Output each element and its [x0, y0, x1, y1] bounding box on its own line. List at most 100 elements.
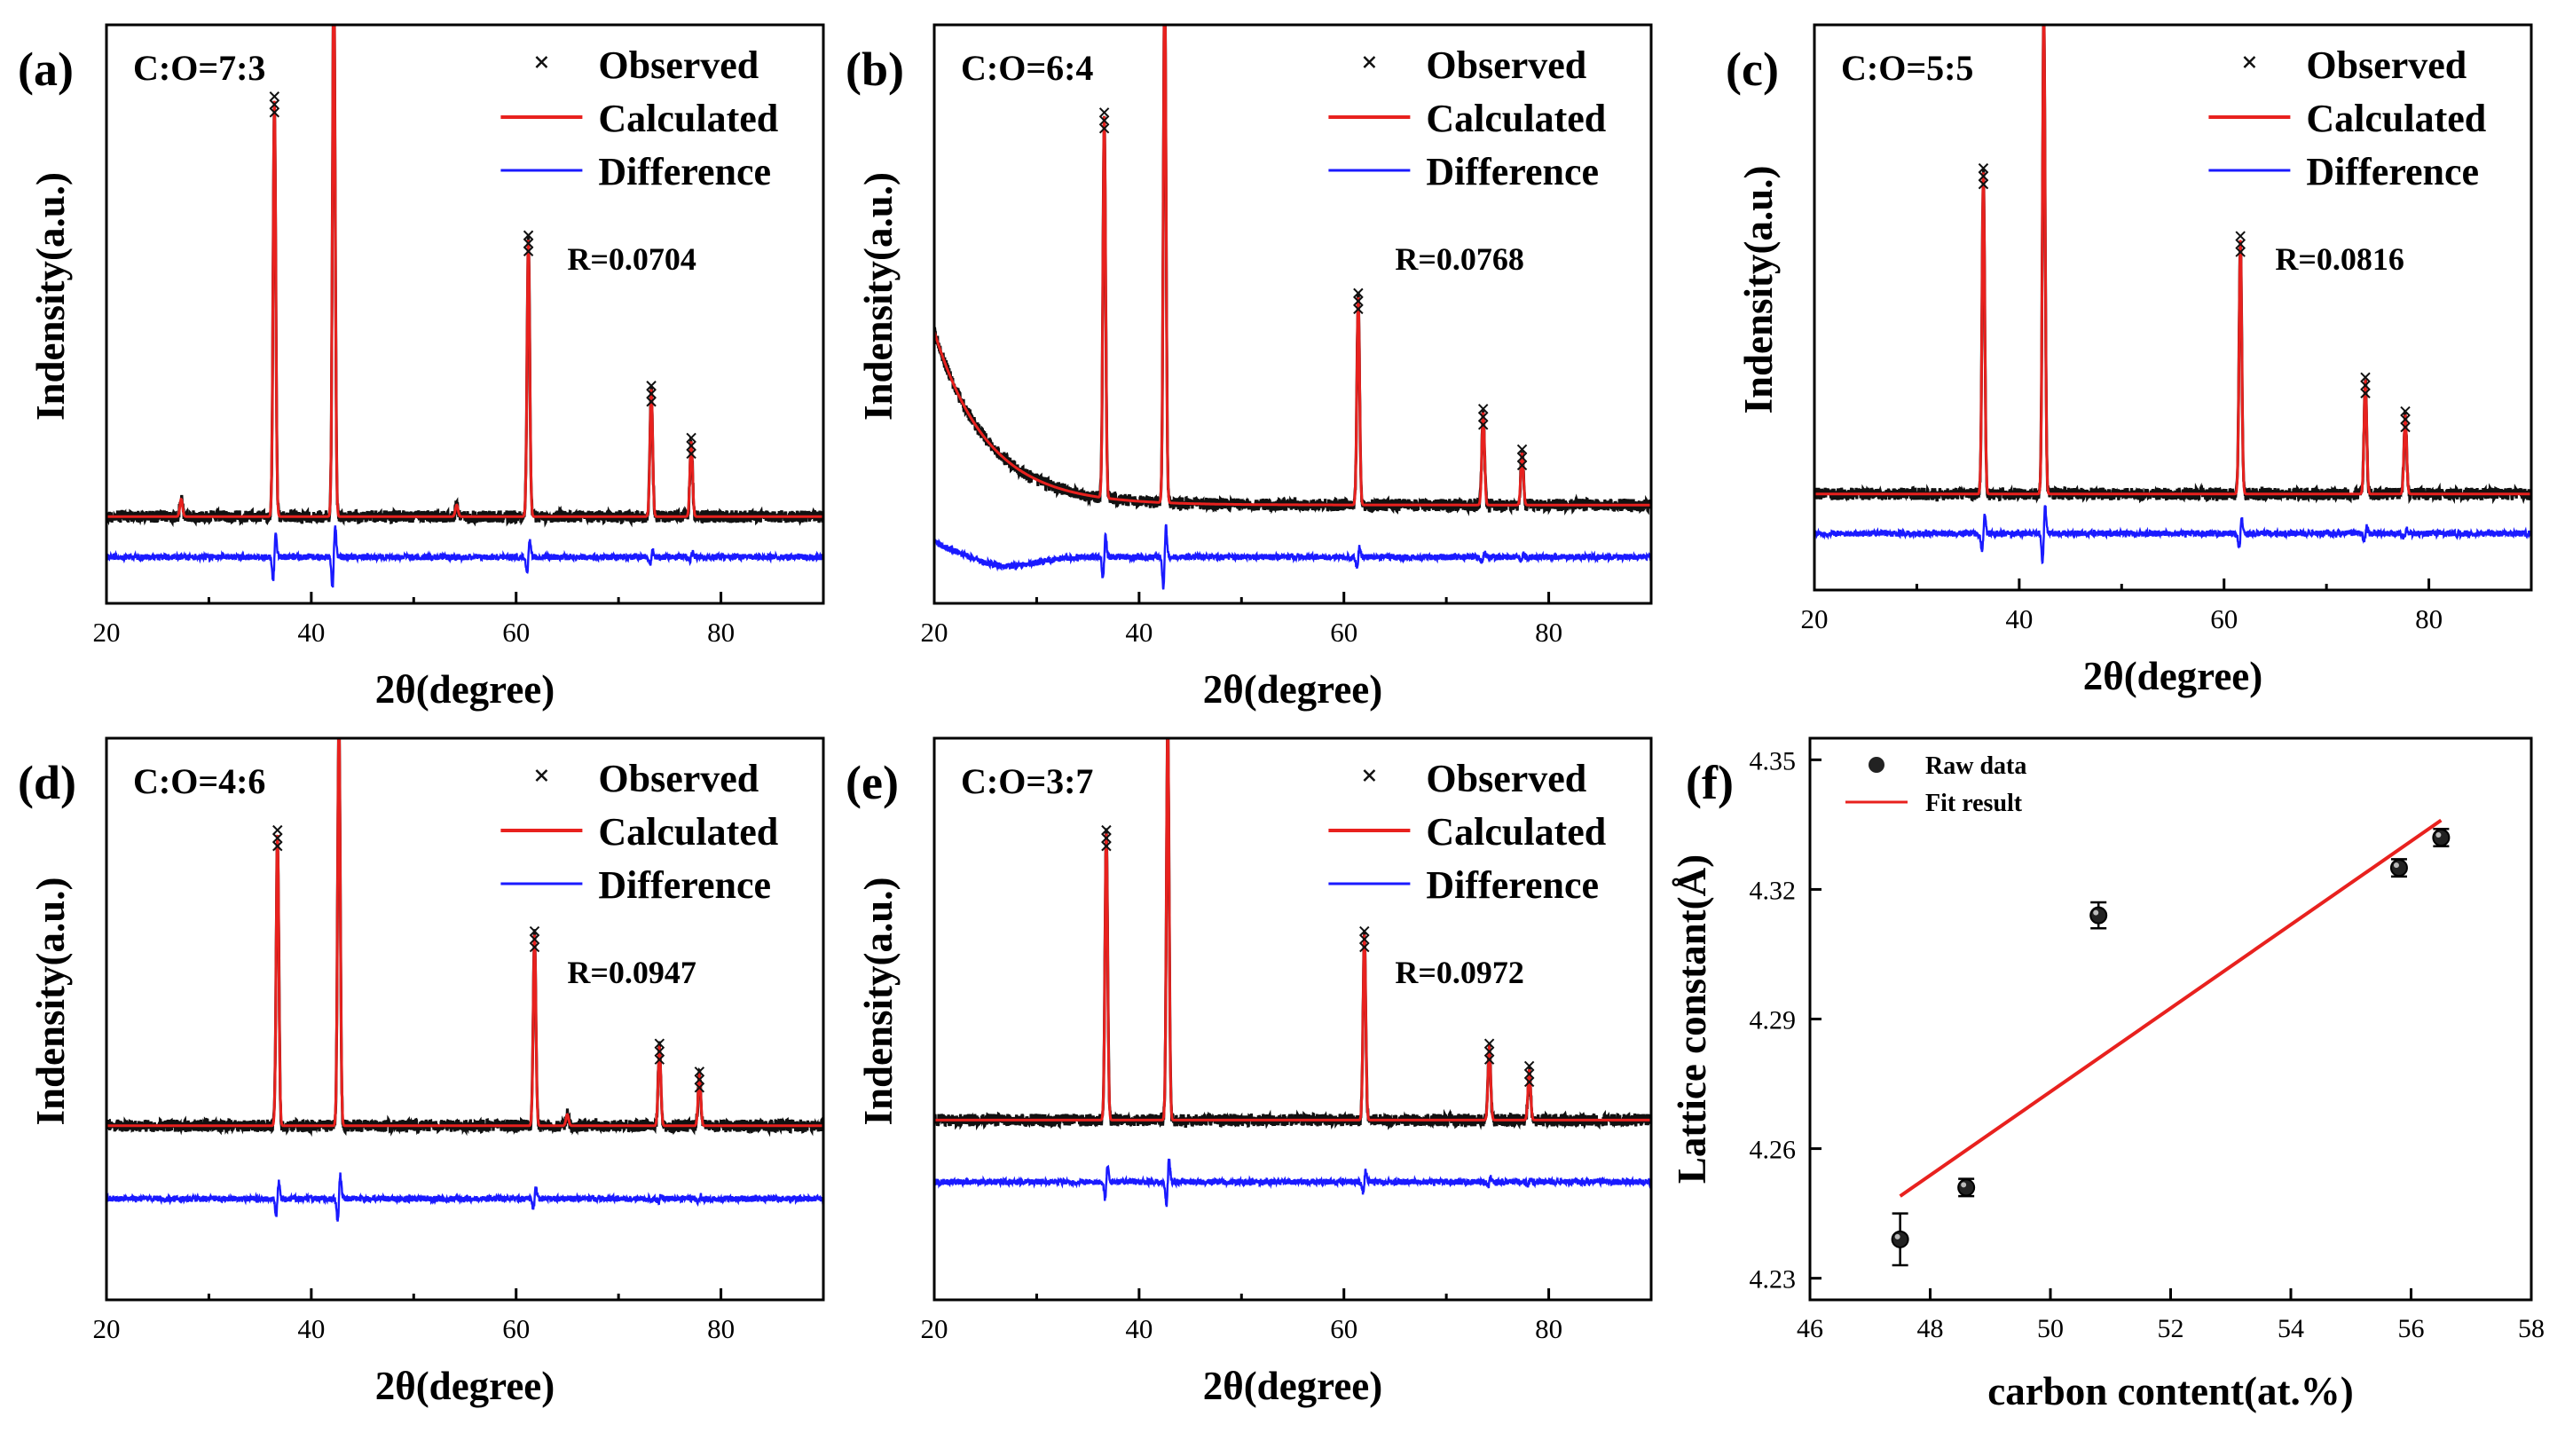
legend-difference: Difference — [1426, 863, 1599, 907]
observed-marker — [2400, 421, 2411, 433]
x-tick-label: 58 — [2518, 1314, 2545, 1343]
x-tick-label: 80 — [1535, 1313, 1562, 1344]
legend-difference: Difference — [2306, 150, 2479, 193]
legend-marker-observed — [535, 769, 548, 782]
panel-e: 20 40 60 80 2θ(degree) Indensity(a.u.) (e) C:O=… — [846, 721, 1653, 1408]
legend-observed: Observed — [2306, 43, 2467, 87]
observed-marker — [1978, 162, 1989, 174]
difference-series — [934, 523, 1651, 590]
calculated-series — [934, 738, 1651, 1122]
x-tick-label: 50 — [2037, 1314, 2064, 1343]
plot-frame — [1813, 23, 2533, 592]
x-tick-label: 60 — [1330, 1313, 1357, 1344]
data-point-highlight — [1961, 1182, 1967, 1188]
y-tick-label: 4.32 — [1750, 876, 1797, 905]
x-tick-label: 54 — [2278, 1314, 2304, 1343]
y-axis-label: Indensity(a.u.) — [1736, 165, 1781, 413]
legend-marker-observed — [535, 56, 548, 68]
data-point-highlight — [2435, 831, 2442, 838]
plot-frame — [1808, 736, 2533, 1302]
observed-marker — [694, 1082, 705, 1093]
legend-calculated: Calculated — [598, 97, 778, 140]
observed-marker — [1101, 840, 1112, 852]
difference-series — [934, 1158, 1651, 1208]
plot-area — [106, 708, 823, 1222]
legend-calculated: Calculated — [598, 810, 778, 854]
legend-calculated: Calculated — [2306, 97, 2486, 140]
plot-area — [1814, 8, 2531, 565]
legend-difference: Difference — [1426, 150, 1599, 193]
data-point — [2432, 828, 2451, 846]
x-axis-label: 2θ(degree) — [1203, 667, 1383, 712]
x-tick-label: 80 — [1535, 617, 1562, 648]
r-factor-label: R=0.0972 — [1395, 955, 1524, 990]
observed-marker — [1163, 721, 1172, 730]
observed-marker — [654, 1054, 665, 1065]
difference-series — [1814, 505, 2531, 565]
observed-marker — [646, 381, 657, 391]
x-axis-label: carbon content(at.%) — [1987, 1369, 2353, 1413]
observed-marker — [1516, 452, 1528, 463]
y-axis-label: Indensity(a.u.) — [856, 172, 901, 421]
observed-marker — [1359, 933, 1370, 945]
x-tick-label: 20 — [93, 1313, 121, 1344]
y-axis-label: Indensity(a.u.) — [28, 877, 73, 1125]
observed-marker — [1978, 170, 1989, 182]
observed-marker — [1483, 1054, 1495, 1065]
y-axis-label: Indensity(a.u.) — [28, 172, 73, 421]
calculated-series — [1814, 25, 2531, 496]
panel-c: 20 40 60 80 2θ(degree) Indensity(a.u.) (c) C:O=… — [1726, 8, 2533, 698]
y-tick-label: 4.26 — [1750, 1136, 1797, 1165]
observed-marker — [2360, 372, 2371, 383]
legend-observed: Observed — [598, 43, 759, 87]
x-tick-label: 40 — [2005, 603, 2033, 634]
x-tick-label: 52 — [2158, 1314, 2184, 1343]
legend-calculated: Calculated — [1426, 97, 1606, 140]
x-tick-label: 40 — [297, 617, 325, 648]
observed-marker — [686, 440, 696, 452]
calculated-series — [106, 25, 823, 518]
data-point — [1891, 1230, 1909, 1248]
observed-marker — [1477, 420, 1489, 430]
composition-label: C:O=4:6 — [133, 761, 265, 801]
panel-label: (c) — [1726, 43, 1779, 96]
observed-marker — [654, 1046, 665, 1057]
r-factor-label: R=0.0816 — [2275, 241, 2404, 277]
data-point — [2389, 859, 2408, 878]
r-factor-label: R=0.0768 — [1395, 241, 1524, 277]
observed-marker — [1516, 444, 1528, 455]
x-axis-label: 2θ(degree) — [1203, 1364, 1383, 1408]
observed-marker — [1359, 941, 1370, 953]
observed-marker — [334, 708, 343, 717]
y-tick-label: 4.23 — [1750, 1265, 1797, 1295]
observed-marker — [2040, 8, 2049, 17]
calculated-series — [934, 25, 1651, 507]
plot-frame — [105, 23, 825, 605]
observed-marker — [1353, 287, 1364, 299]
x-tick-label: 60 — [1330, 617, 1357, 648]
legend-marker-raw — [1869, 757, 1884, 773]
x-tick-label: 20 — [93, 617, 121, 648]
legend-marker-observed — [1363, 769, 1376, 782]
x-tick-label: 60 — [2210, 603, 2238, 634]
observed-marker — [2235, 231, 2246, 241]
panel-b: 20 40 60 80 2θ(degree) Indensity(a.u.) (b) C:O=… — [846, 23, 1653, 712]
panel-label: (d) — [18, 756, 76, 809]
x-tick-label: 40 — [1125, 617, 1153, 648]
observed-marker — [272, 832, 283, 844]
observed-marker — [1483, 1046, 1495, 1057]
data-point-highlight — [1894, 1233, 1900, 1240]
observed-marker — [1101, 824, 1112, 836]
observed-marker — [1516, 460, 1528, 471]
x-tick-label: 40 — [297, 1313, 325, 1344]
observed-marker — [1098, 123, 1110, 134]
legend-observed: Observed — [1426, 43, 1586, 87]
x-tick-label: 56 — [2398, 1314, 2425, 1343]
observed-marker — [2235, 247, 2246, 257]
panel-label: (e) — [846, 756, 899, 809]
observed-marker — [269, 99, 280, 110]
observed-marker — [2400, 405, 2411, 417]
observed-marker — [523, 230, 534, 240]
panel-f: 46 48 50 52 54 56 58 4.23 4.26 4.29 4.32 4.35 Raw da… — [1670, 736, 2545, 1413]
